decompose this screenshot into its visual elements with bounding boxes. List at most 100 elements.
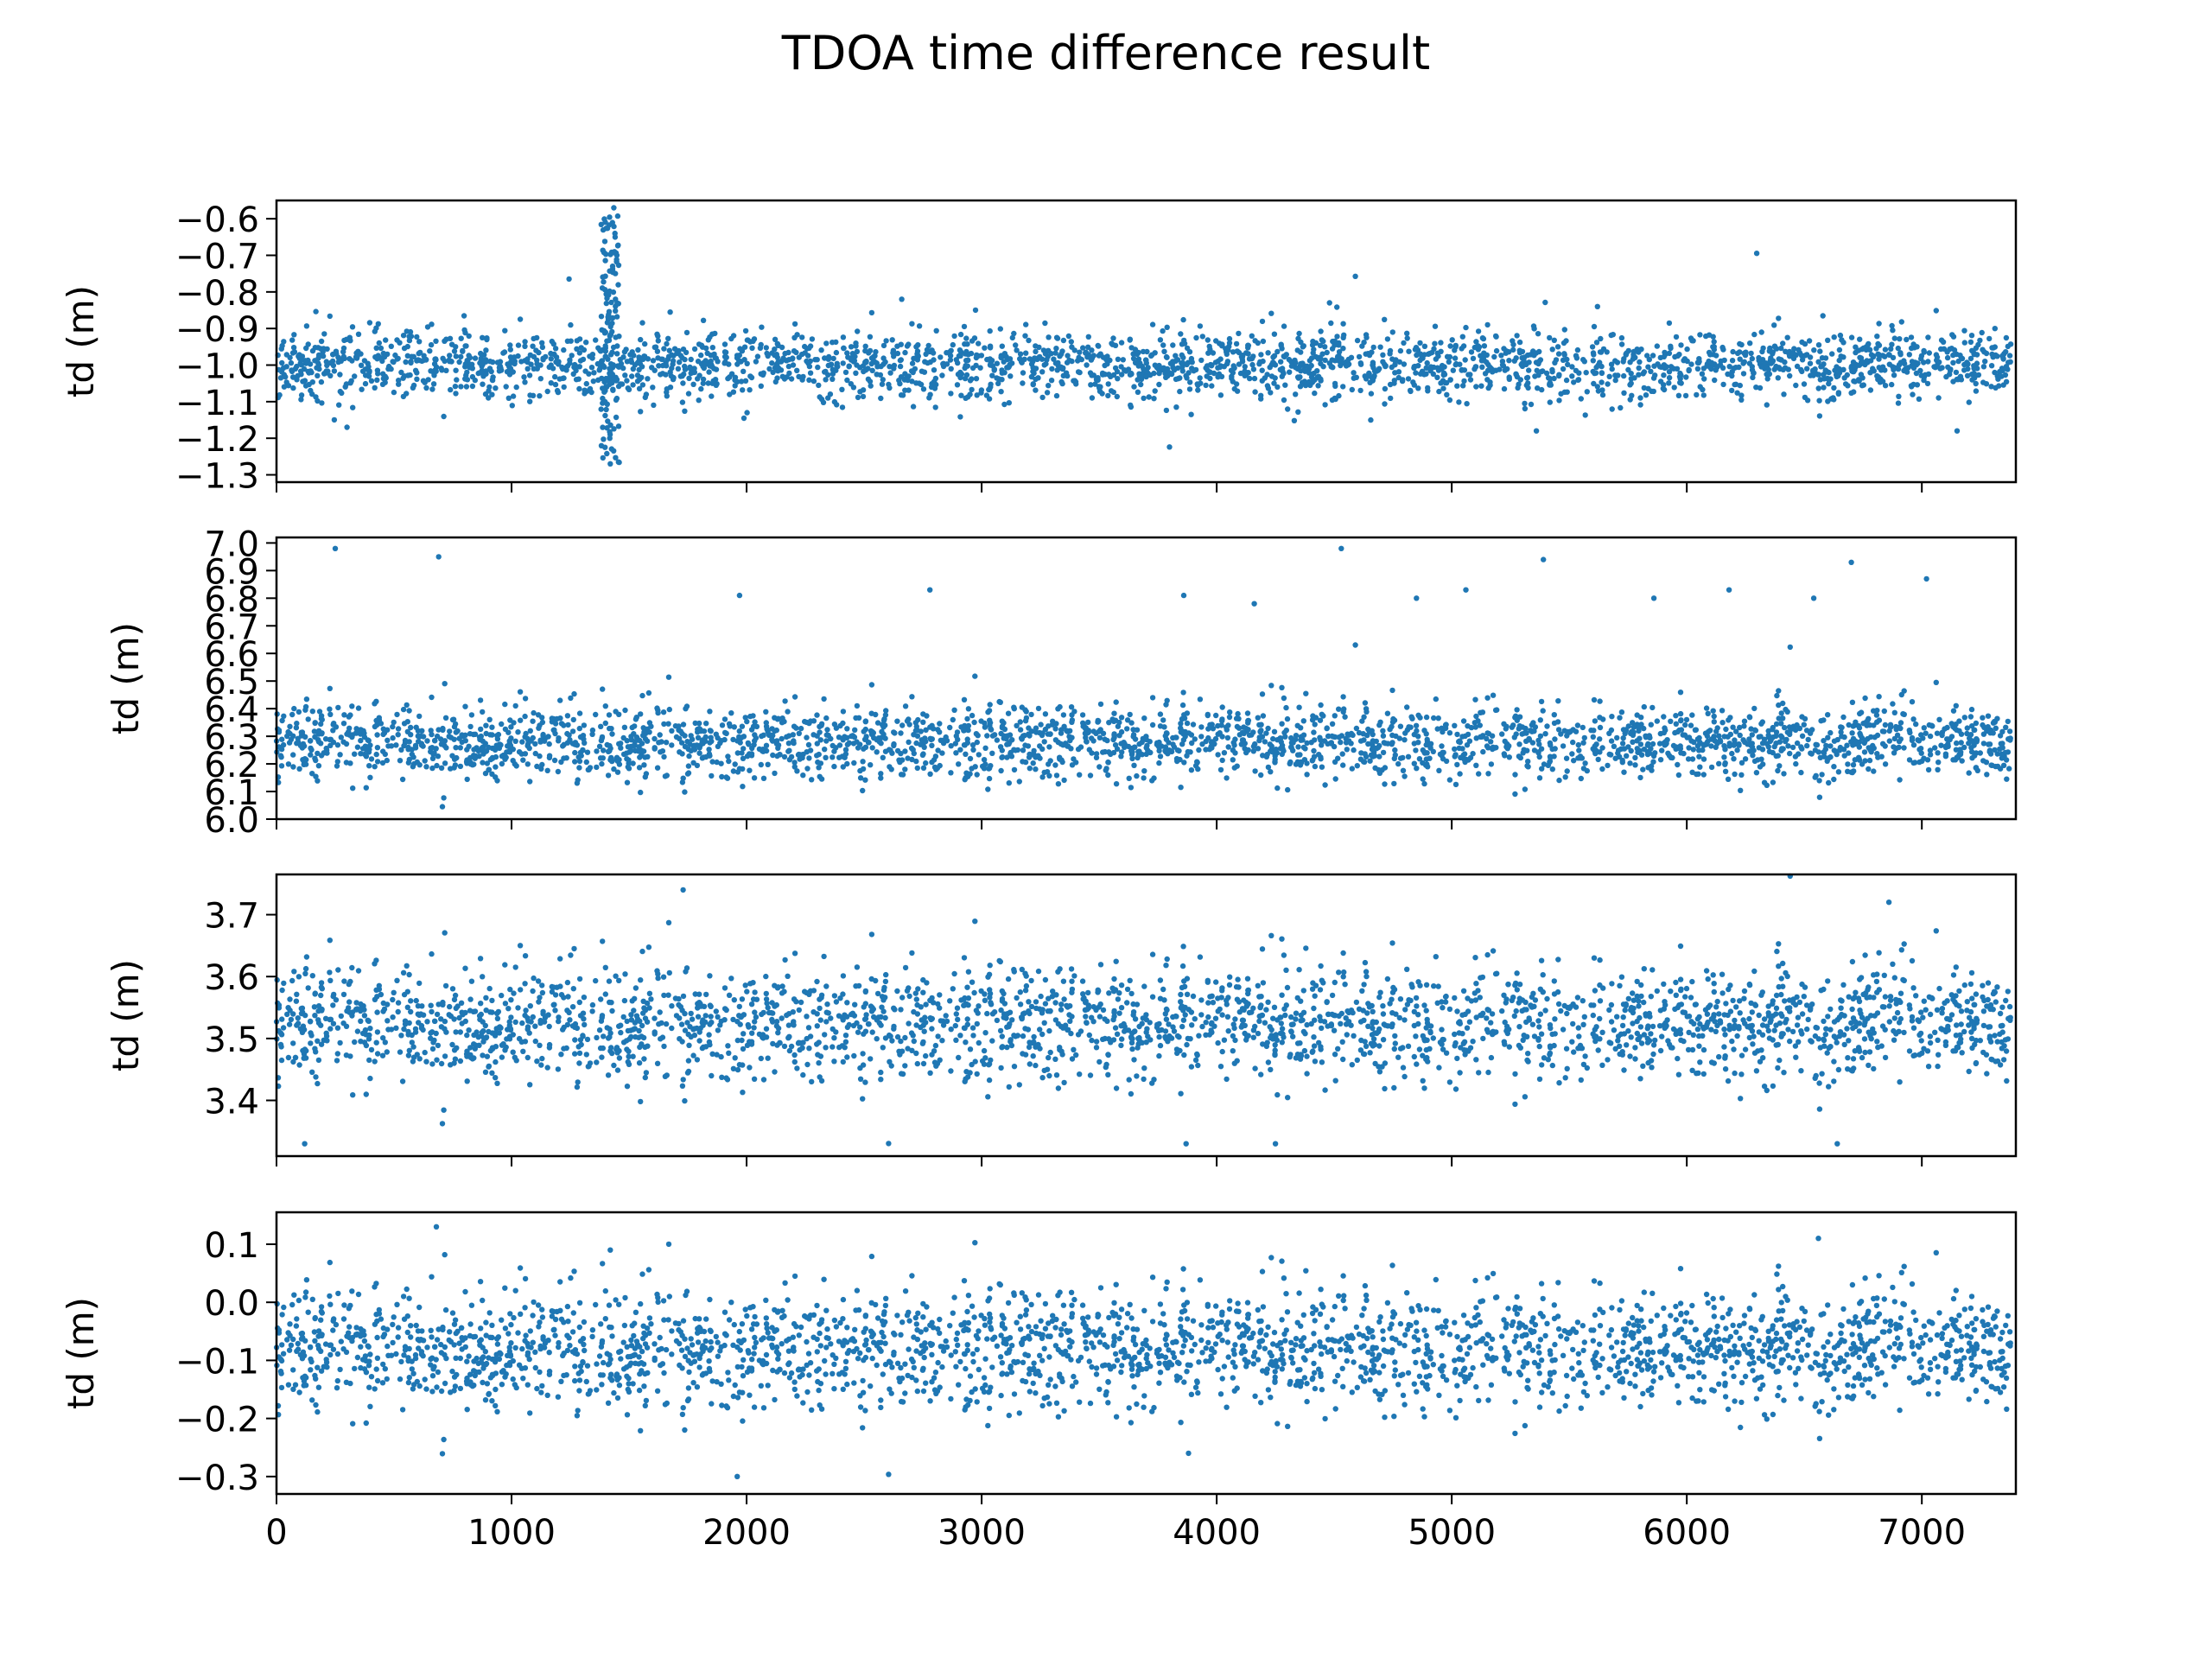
data-point bbox=[327, 359, 334, 366]
data-point bbox=[742, 378, 749, 384]
data-point bbox=[1689, 756, 1696, 762]
data-point bbox=[849, 357, 855, 363]
data-point bbox=[774, 753, 780, 760]
data-point bbox=[1953, 702, 1959, 709]
data-point bbox=[661, 753, 667, 760]
data-point bbox=[1675, 353, 1681, 359]
data-point bbox=[1719, 708, 1726, 714]
data-point bbox=[1457, 361, 1463, 367]
data-point bbox=[804, 766, 810, 772]
data-point bbox=[1636, 372, 1642, 378]
data-point bbox=[1703, 705, 1710, 711]
data-point bbox=[321, 331, 327, 337]
data-point bbox=[791, 694, 798, 700]
data-point bbox=[1114, 746, 1121, 752]
data-point bbox=[607, 725, 613, 732]
data-point bbox=[721, 341, 728, 347]
data-point bbox=[1447, 343, 1453, 349]
data-point bbox=[1921, 725, 1927, 731]
data-point bbox=[963, 751, 969, 757]
data-point bbox=[645, 376, 651, 382]
data-point bbox=[800, 772, 806, 779]
data-point bbox=[1122, 367, 1128, 373]
data-point bbox=[1127, 711, 1133, 718]
data-point bbox=[428, 341, 435, 348]
data-point bbox=[967, 771, 973, 777]
data-point bbox=[1128, 404, 1135, 410]
data-point bbox=[1980, 715, 1986, 721]
data-point bbox=[1370, 344, 1376, 351]
data-point bbox=[1764, 376, 1770, 382]
data-point bbox=[1462, 357, 1468, 363]
data-point bbox=[461, 313, 467, 319]
data-point bbox=[1609, 365, 1615, 372]
data-point bbox=[1636, 749, 1642, 755]
data-point bbox=[480, 334, 486, 340]
data-point bbox=[1217, 766, 1224, 773]
data-point bbox=[1804, 397, 1811, 404]
data-point bbox=[462, 329, 468, 336]
data-point bbox=[1841, 753, 1847, 759]
data-point bbox=[687, 364, 693, 371]
data-point bbox=[616, 459, 622, 466]
data-point bbox=[1549, 766, 1556, 772]
data-point bbox=[747, 339, 753, 345]
data-point bbox=[527, 779, 533, 785]
data-point bbox=[1341, 706, 1347, 712]
data-point bbox=[1478, 383, 1484, 389]
data-point bbox=[1036, 344, 1042, 351]
data-point bbox=[1188, 732, 1195, 738]
data-point bbox=[620, 365, 626, 372]
data-point bbox=[1708, 764, 1715, 771]
data-point bbox=[707, 363, 713, 369]
data-point bbox=[836, 754, 842, 760]
data-point bbox=[1041, 739, 1047, 745]
data-point bbox=[574, 346, 580, 352]
data-point bbox=[385, 365, 391, 372]
data-point bbox=[910, 369, 916, 376]
data-point bbox=[1007, 356, 1014, 362]
data-point bbox=[657, 732, 663, 738]
data-point bbox=[951, 333, 957, 340]
data-point bbox=[604, 296, 610, 302]
data-point bbox=[853, 715, 859, 721]
data-point bbox=[1980, 731, 1987, 737]
data-point bbox=[560, 365, 566, 372]
data-point bbox=[1573, 728, 1580, 734]
data-point bbox=[1235, 710, 1241, 717]
data-point bbox=[1820, 313, 1826, 319]
data-point bbox=[754, 353, 761, 359]
data-point bbox=[909, 378, 915, 385]
data-point bbox=[397, 758, 404, 764]
data-point bbox=[772, 352, 778, 359]
data-point bbox=[948, 770, 954, 776]
data-point bbox=[1192, 366, 1199, 373]
data-point bbox=[396, 378, 402, 384]
data-point bbox=[646, 729, 652, 735]
data-point bbox=[1465, 372, 1471, 378]
data-point bbox=[1136, 371, 1142, 377]
data-point bbox=[723, 354, 729, 360]
data-point bbox=[698, 342, 705, 348]
data-point bbox=[1300, 732, 1307, 738]
data-point bbox=[1592, 370, 1599, 376]
data-point bbox=[1916, 759, 1923, 766]
data-point bbox=[1840, 366, 1847, 372]
data-point bbox=[1060, 742, 1066, 748]
data-point bbox=[1268, 390, 1274, 396]
data-point bbox=[1501, 751, 1508, 757]
data-point bbox=[1935, 750, 1941, 756]
data-point bbox=[987, 327, 993, 334]
data-point bbox=[1184, 375, 1190, 381]
data-point bbox=[1318, 360, 1324, 367]
data-point bbox=[1776, 702, 1782, 709]
data-point bbox=[522, 343, 528, 349]
data-point bbox=[772, 336, 779, 342]
data-point bbox=[1251, 375, 1258, 382]
data-point bbox=[410, 760, 417, 767]
data-point bbox=[1516, 714, 1523, 720]
data-point bbox=[1031, 370, 1037, 377]
data-point bbox=[1515, 385, 1521, 391]
data-point bbox=[969, 742, 976, 748]
data-point bbox=[898, 730, 904, 736]
